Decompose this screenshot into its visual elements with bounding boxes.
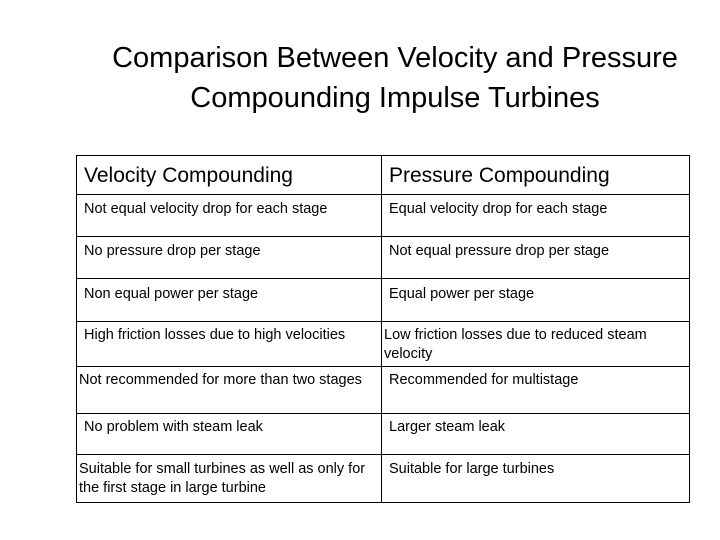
- header-pressure-compounding: Pressure Compounding: [381, 155, 690, 195]
- velocity-cell: No pressure drop per stage: [76, 236, 382, 279]
- table-row: Not recommended for more than two stages…: [76, 366, 690, 414]
- slide-title: Comparison Between Velocity and Pressure…: [60, 38, 720, 118]
- pressure-cell: Equal velocity drop for each stage: [381, 194, 690, 237]
- velocity-cell: Not equal velocity drop for each stage: [76, 194, 382, 237]
- table-row: High friction losses due to high velocit…: [76, 321, 690, 367]
- comparison-table: Velocity Compounding Pressure Compoundin…: [76, 155, 690, 503]
- table-row: Suitable for small turbines as well as o…: [76, 454, 690, 503]
- table-header-row: Velocity Compounding Pressure Compoundin…: [76, 155, 690, 195]
- table-row: No pressure drop per stage Not equal pre…: [76, 236, 690, 279]
- pressure-cell: Low friction losses due to reduced steam…: [381, 321, 690, 367]
- velocity-cell: Not recommended for more than two stages: [76, 366, 382, 414]
- table-row: No problem with steam leak Larger steam …: [76, 413, 690, 455]
- velocity-cell: Suitable for small turbines as well as o…: [76, 454, 382, 503]
- pressure-cell: Suitable for large turbines: [381, 454, 690, 503]
- pressure-cell: Larger steam leak: [381, 413, 690, 455]
- slide-title-line-1: Comparison Between Velocity and Pressure: [112, 42, 678, 74]
- table-row: Not equal velocity drop for each stage E…: [76, 194, 690, 237]
- pressure-cell: Recommended for multistage: [381, 366, 690, 414]
- pressure-cell: Not equal pressure drop per stage: [381, 236, 690, 279]
- header-velocity-compounding: Velocity Compounding: [76, 155, 382, 195]
- slide-title-line-2: Compounding Impulse Turbines: [190, 82, 600, 114]
- velocity-cell: Non equal power per stage: [76, 278, 382, 322]
- pressure-cell: Equal power per stage: [381, 278, 690, 322]
- table-row: Non equal power per stage Equal power pe…: [76, 278, 690, 322]
- velocity-cell: High friction losses due to high velocit…: [76, 321, 382, 367]
- velocity-cell: No problem with steam leak: [76, 413, 382, 455]
